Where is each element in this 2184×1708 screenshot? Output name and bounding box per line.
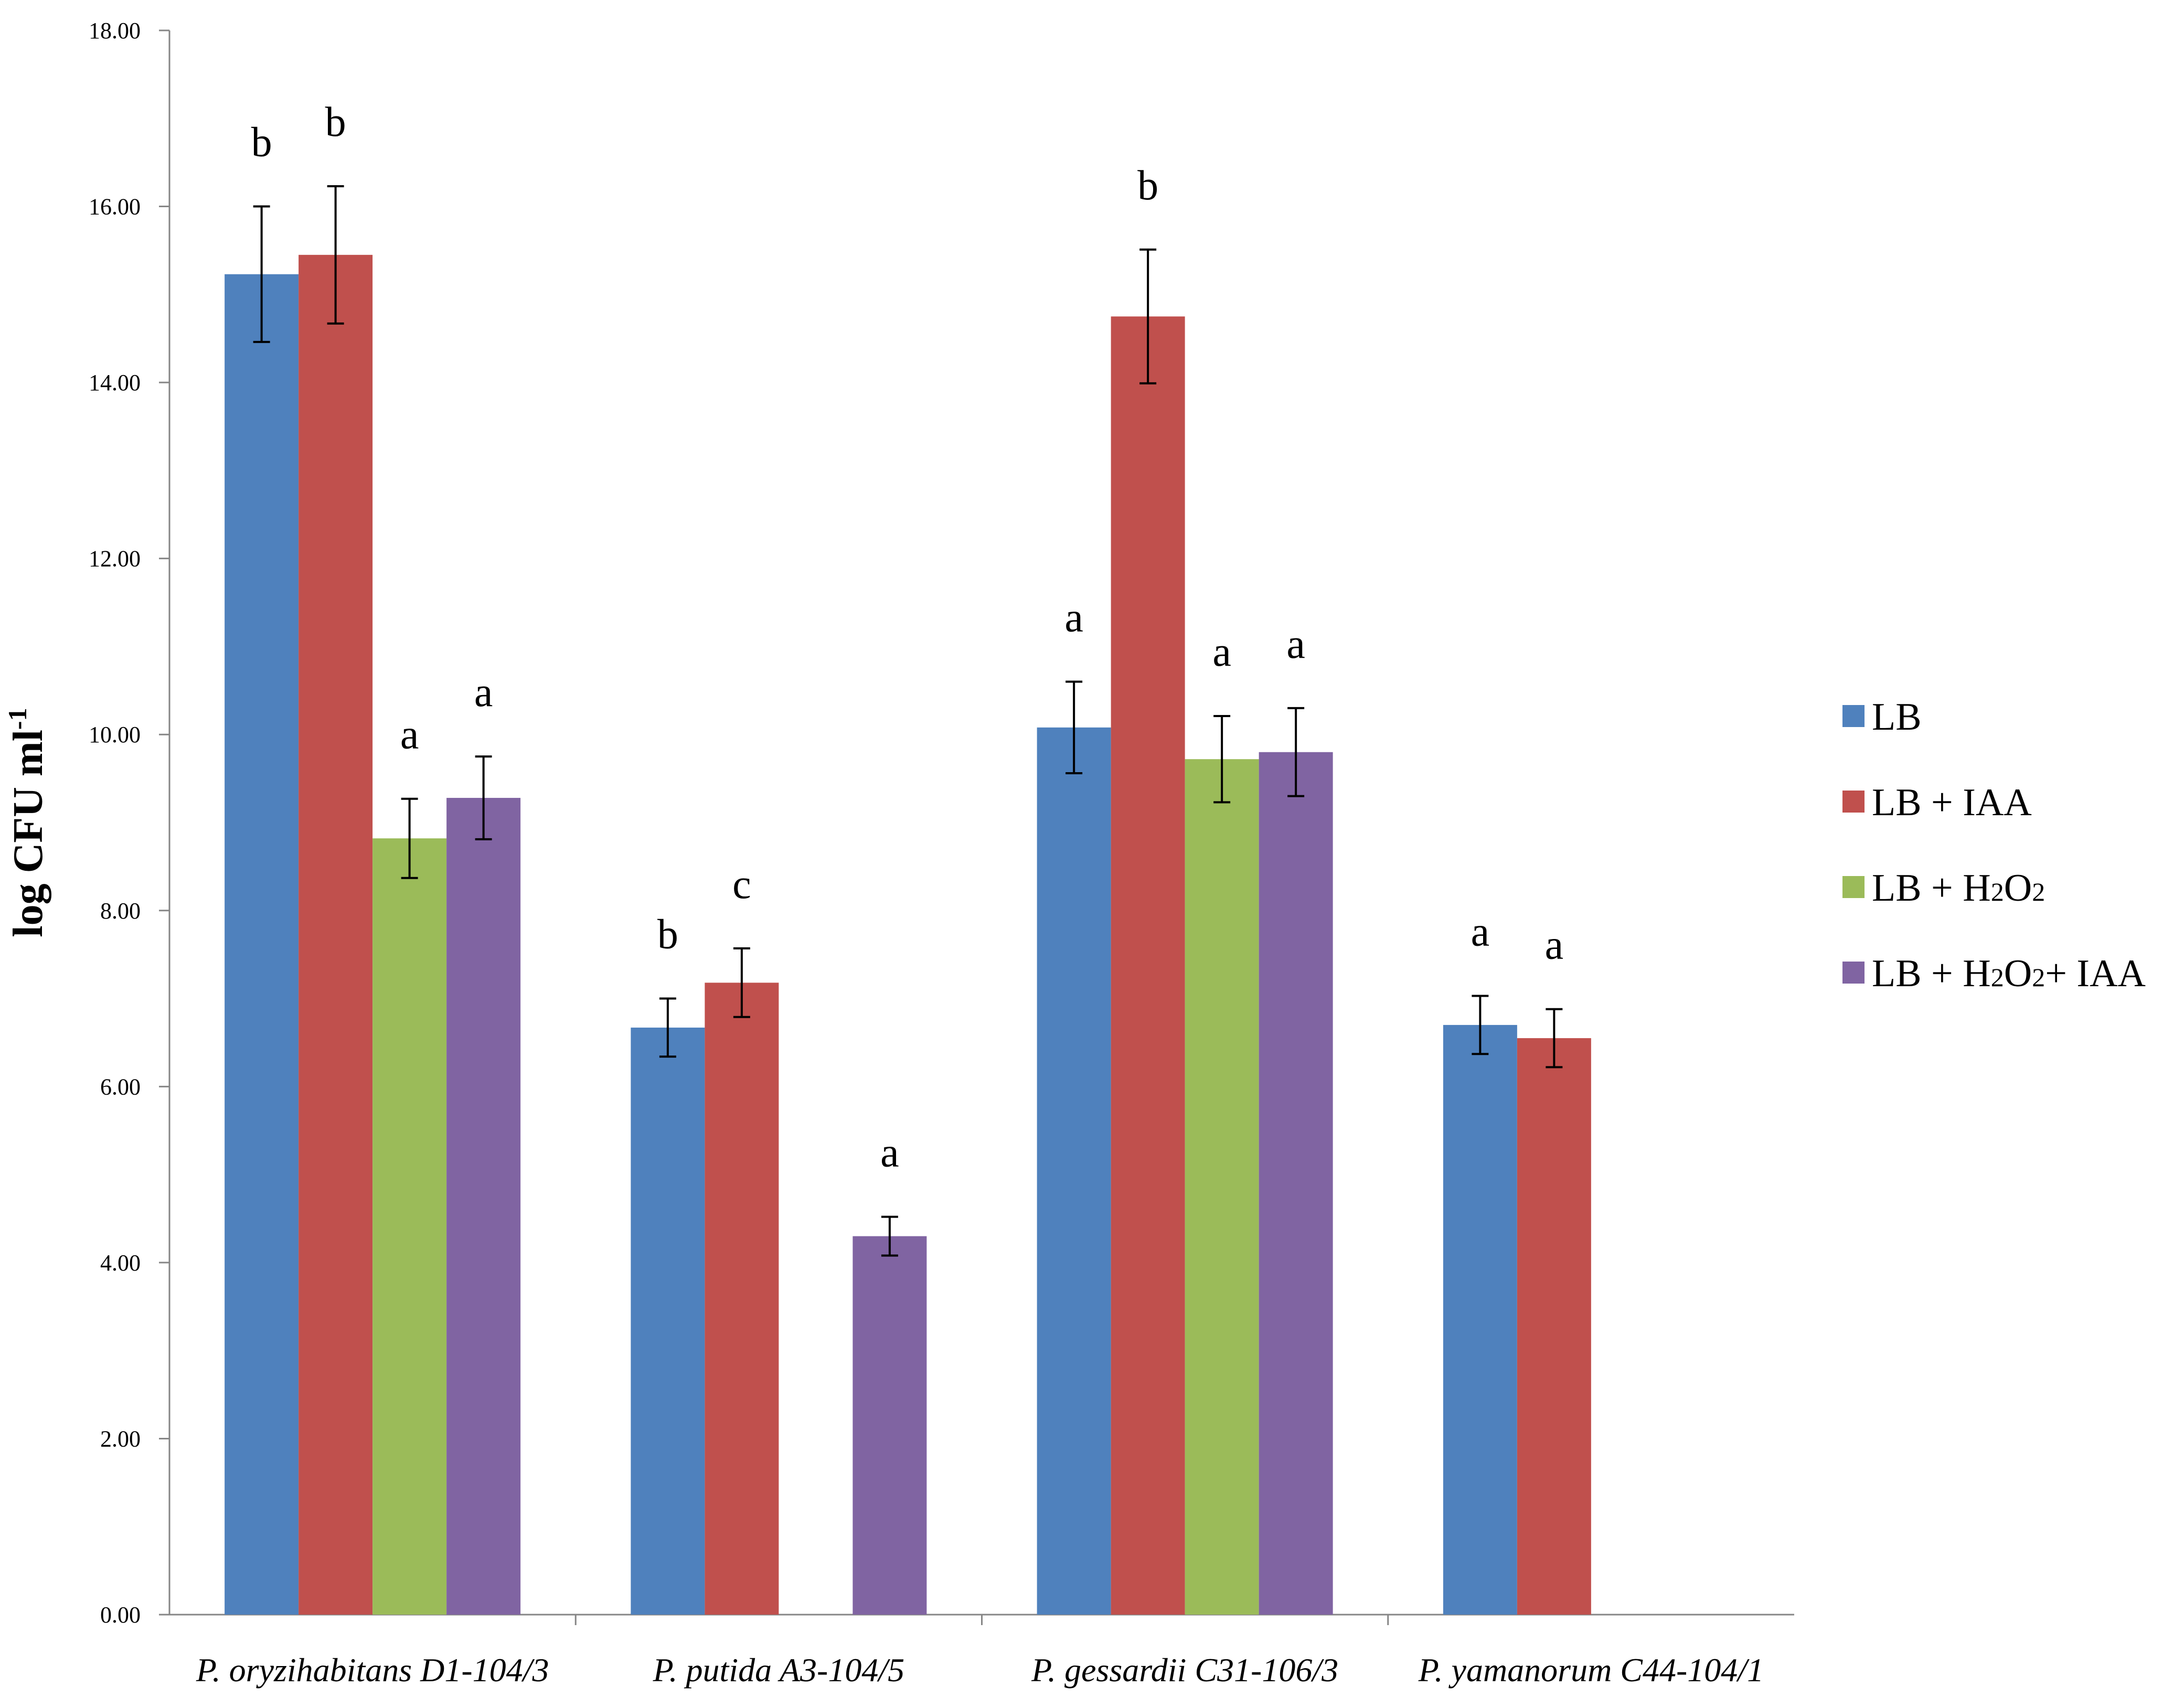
y-tick-label: 2.00 xyxy=(100,1426,141,1451)
y-tick-label: 16.00 xyxy=(89,194,141,220)
bar xyxy=(631,1027,705,1615)
y-tick-label: 12.00 xyxy=(89,546,141,572)
x-category-label: P. yamanorum C44-104/1 xyxy=(1418,1651,1764,1689)
significance-letter: a xyxy=(1545,922,1564,968)
y-axis-title-main: log CFU ml xyxy=(5,730,51,937)
x-category-label: P. gessardii C31-106/3 xyxy=(1031,1651,1338,1689)
legend-subscript: 2 xyxy=(2032,963,2045,992)
significance-letter: b xyxy=(657,912,678,958)
y-tick-label: 6.00 xyxy=(100,1074,141,1099)
bar xyxy=(1111,316,1185,1615)
significance-letter: a xyxy=(1471,909,1490,955)
significance-letter: a xyxy=(880,1130,899,1176)
significance-letters-group: b b a a b c a a b a a a a xyxy=(251,99,1564,1176)
legend-text: LB + IAA xyxy=(1872,781,2032,824)
legend-swatch xyxy=(1842,876,1865,898)
bar xyxy=(1259,752,1333,1615)
significance-letter: a xyxy=(474,669,493,716)
significance-letter: c xyxy=(732,861,751,908)
y-tick-label: 14.00 xyxy=(89,370,141,396)
legend-swatch xyxy=(1842,791,1865,813)
legend-subscript: 2 xyxy=(1991,963,2004,992)
legend-swatch xyxy=(1842,705,1865,727)
bar xyxy=(299,254,373,1615)
legend-text: LB + H xyxy=(1872,952,1991,995)
x-category-label: P. putida A3-104/5 xyxy=(653,1651,904,1689)
bar xyxy=(1037,727,1111,1615)
bar xyxy=(853,1236,927,1615)
legend-subscript: 2 xyxy=(2032,877,2045,906)
bar xyxy=(1185,759,1259,1615)
y-axis-title-superscript: -1 xyxy=(3,708,32,730)
significance-letter: a xyxy=(1064,595,1083,641)
legend-label: LB + H2O2 xyxy=(1872,867,2045,910)
legend-text: LB + H xyxy=(1872,867,1991,910)
y-tick-label: 4.00 xyxy=(100,1250,141,1276)
bar xyxy=(372,838,447,1615)
bar xyxy=(446,798,521,1615)
legend-text: LB xyxy=(1872,696,1922,739)
error-bars-group xyxy=(253,185,1563,1257)
legend-text: O xyxy=(2004,867,2032,910)
bar xyxy=(1443,1024,1517,1615)
legend-label: LB + IAA xyxy=(1872,781,2032,824)
legend-text: + IAA xyxy=(2045,952,2146,995)
legend-text: O xyxy=(2004,952,2032,995)
y-tick-label: 8.00 xyxy=(100,898,141,924)
legend-swatch xyxy=(1842,962,1865,984)
significance-letter: b xyxy=(1137,163,1158,209)
y-tick-label: 18.00 xyxy=(89,18,141,44)
bars-group xyxy=(225,254,1591,1615)
significance-letter: b xyxy=(251,120,272,166)
bar xyxy=(225,274,299,1615)
axes: 0.00 2.00 4.00 6.00 8.00 10.00 12.00 14.00 16.00… xyxy=(3,18,1794,1689)
y-tick-label: 10.00 xyxy=(89,722,141,748)
y-axis-title: log CFU ml-1 xyxy=(3,708,51,937)
legend-subscript: 2 xyxy=(1991,877,2004,906)
significance-letter: b xyxy=(325,99,346,145)
legend-label: LB xyxy=(1872,696,1922,739)
bar xyxy=(1517,1038,1591,1615)
significance-letter: a xyxy=(1212,629,1231,675)
bar xyxy=(705,983,779,1615)
significance-letter: a xyxy=(400,712,419,758)
x-category-label: P. oryzihabitans D1-104/3 xyxy=(196,1651,549,1689)
y-tick-label: 0.00 xyxy=(100,1602,141,1628)
legend-label: LB + H2O2+ IAA xyxy=(1872,952,2146,995)
significance-letter: a xyxy=(1286,621,1305,667)
